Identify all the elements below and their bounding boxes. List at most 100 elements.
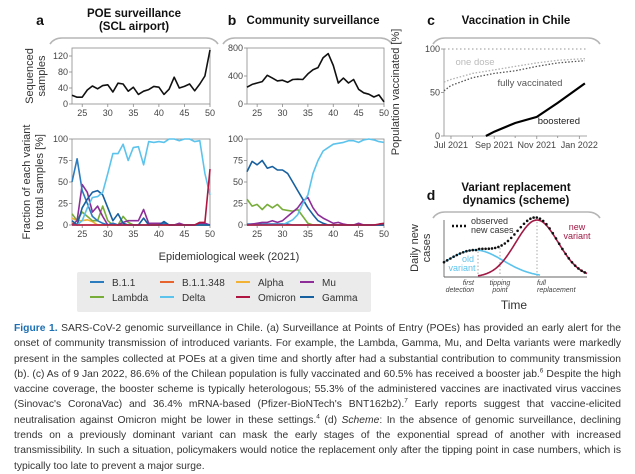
observed-cases-dot xyxy=(468,249,471,252)
observed-cases-dot xyxy=(442,260,446,264)
observed-cases-dot xyxy=(474,248,478,252)
x-axis-label: Time xyxy=(501,298,528,312)
y-tick-label: 40 xyxy=(58,83,68,93)
samples-line xyxy=(71,49,211,98)
panel-title-d: dynamics (scheme) xyxy=(463,195,570,207)
observed-cases-dot xyxy=(503,242,507,245)
observed-cases-dot xyxy=(477,247,481,251)
caption-text: Despite the high vaccine coverage, the b… xyxy=(14,368,621,411)
series-label: boostered xyxy=(538,116,580,127)
bracket-d xyxy=(432,211,601,219)
x-tick-label: 40 xyxy=(154,108,164,118)
observed-cases-dot xyxy=(567,257,571,260)
x-tick-label: 40 xyxy=(154,229,164,239)
panel-label-a: a xyxy=(36,12,44,28)
series-line-omicron xyxy=(72,169,211,226)
y-tick-label: 800 xyxy=(228,43,243,53)
observed-cases-dot xyxy=(471,248,475,252)
y-tick-label: 80 xyxy=(58,67,68,77)
caption-text: (d) xyxy=(319,414,342,426)
caption-text: Early reports suggest that vaccine-elici… xyxy=(14,399,621,426)
observed-cases-dot xyxy=(484,247,487,251)
x-tick-label: 30 xyxy=(103,229,113,239)
event-marker-label: replacement xyxy=(537,287,577,294)
y-tick-label: 25 xyxy=(58,199,68,209)
y-tick-label: 50 xyxy=(58,177,68,187)
observed-cases-dot xyxy=(458,252,462,255)
x-tick-label: 30 xyxy=(278,108,288,118)
x-tick-label: 25 xyxy=(77,108,87,118)
x-tick-label: 25 xyxy=(77,229,87,239)
y-tick-label: 0 xyxy=(238,220,243,230)
observed-cases-dot xyxy=(522,222,526,226)
observed-cases-dot xyxy=(541,219,545,223)
panel-title-a: POE surveillance xyxy=(87,8,181,20)
y-axis-label: samples xyxy=(36,55,48,96)
series-line-delta xyxy=(72,138,211,226)
samples-line xyxy=(246,52,385,103)
legend-label: B.1.1.348 xyxy=(182,278,225,289)
bracket-c xyxy=(432,37,601,45)
legend-box xyxy=(77,272,371,312)
observed-cases-dot xyxy=(497,245,500,249)
y-tick-label: 120 xyxy=(53,51,68,61)
event-marker-label: detection xyxy=(446,287,475,294)
observed-cases-dot xyxy=(529,217,532,221)
old-variant-label: variant xyxy=(448,263,476,273)
legend-label: new cases xyxy=(471,225,514,235)
bracket-b xyxy=(222,37,393,45)
x-tick-label: 30 xyxy=(278,229,288,239)
bracket-a xyxy=(49,37,219,45)
event-marker-label: tipping xyxy=(490,280,511,287)
observed-cases-dot xyxy=(532,216,535,219)
legend-label: observed xyxy=(471,216,508,226)
y-axis-label: Daily new xyxy=(409,224,421,272)
x-tick-label: Sep 2021 xyxy=(475,140,514,150)
x-tick-label: 45 xyxy=(354,229,364,239)
event-marker-label: full xyxy=(537,280,546,287)
observed-cases-dot xyxy=(452,255,455,259)
panel-title-c: Vaccination in Chile xyxy=(462,15,571,27)
x-tick-label: 50 xyxy=(379,229,389,239)
panel-title-b: Community surveillance xyxy=(247,15,380,27)
new-variant-label: new xyxy=(569,222,586,232)
observed-cases-dot xyxy=(570,261,574,264)
observed-cases-dot xyxy=(506,239,510,243)
observed-cases-dot xyxy=(509,236,513,240)
series-line-mu xyxy=(246,196,384,226)
citation-ref: 6 xyxy=(539,367,544,375)
y-tick-label: 50 xyxy=(430,88,440,98)
x-tick-label: 30 xyxy=(103,108,113,118)
y-axis-label: Sequenced xyxy=(24,48,36,104)
observed-cases-dot xyxy=(561,247,564,251)
legend-label: Mu xyxy=(322,278,336,289)
series-label: fully vaccinated xyxy=(498,78,563,89)
y-tick-label: 0 xyxy=(238,99,243,109)
y-tick-label: 25 xyxy=(233,199,243,209)
x-tick-label: 40 xyxy=(328,108,338,118)
observed-cases-dot xyxy=(500,244,503,247)
x-tick-label: 45 xyxy=(179,108,189,118)
observed-cases-dot xyxy=(545,222,548,226)
x-tick-label: 50 xyxy=(205,108,215,118)
y-tick-label: 0 xyxy=(63,99,68,109)
series-line-gamma xyxy=(71,189,210,226)
panel-label-d: d xyxy=(427,187,436,203)
x-tick-label: Jul 2021 xyxy=(434,140,468,150)
y-tick-label: 75 xyxy=(58,156,68,166)
observed-cases-dot xyxy=(583,271,587,274)
y-tick-label: 50 xyxy=(233,177,243,187)
x-tick-label: 25 xyxy=(252,229,262,239)
x-tick-label: 35 xyxy=(128,108,138,118)
observed-cases-dot xyxy=(573,264,577,267)
y-tick-label: 75 xyxy=(233,156,243,166)
y-axis-label: to total samples [%] xyxy=(34,134,46,230)
observed-cases-dot xyxy=(525,219,529,223)
vaccination-line-boostered xyxy=(485,82,586,137)
observed-cases-dot xyxy=(577,267,580,270)
x-tick-label: 50 xyxy=(205,229,215,239)
panel-label-c: c xyxy=(427,12,435,28)
caption-label: Figure 1. xyxy=(14,323,58,334)
y-tick-label: 100 xyxy=(425,44,440,54)
observed-cases-dot xyxy=(490,247,494,250)
